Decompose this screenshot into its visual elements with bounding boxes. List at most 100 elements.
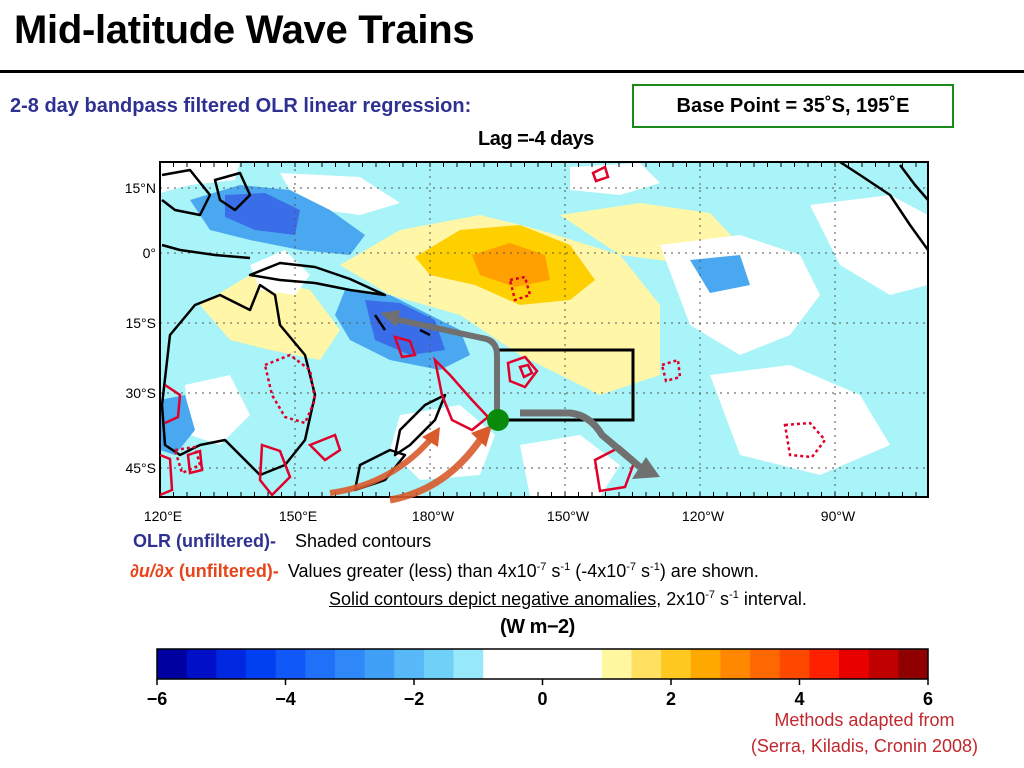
dashed-contour bbox=[173, 445, 202, 475]
colorbar-tick-label: 2 bbox=[666, 689, 676, 709]
latitude-label: 0° bbox=[143, 245, 156, 261]
colorbar-tick-label: −6 bbox=[147, 689, 168, 709]
solid-contour bbox=[164, 383, 182, 425]
colorbar-cell bbox=[839, 649, 870, 679]
coastlines bbox=[160, 160, 930, 492]
credit-line-2: (Serra, Kiladis, Cronin 2008) bbox=[750, 736, 978, 756]
vanuatu-coast bbox=[373, 314, 387, 331]
northwest-wave-arrow bbox=[389, 315, 500, 417]
solid-contour bbox=[506, 355, 539, 389]
colorbar-cell bbox=[720, 649, 751, 679]
ridge-arrowhead-east bbox=[471, 425, 492, 447]
colorbar-cell bbox=[364, 649, 395, 679]
strong-negative-region bbox=[225, 193, 300, 235]
solid-contour bbox=[432, 356, 490, 432]
northwest-arrowhead bbox=[380, 310, 400, 327]
colorbar-cell bbox=[898, 649, 929, 679]
fiji-coast bbox=[419, 328, 431, 337]
white-region bbox=[520, 435, 620, 497]
colorbar-cell bbox=[394, 649, 425, 679]
solid-contour bbox=[258, 443, 292, 497]
colorbar-cell bbox=[334, 649, 366, 679]
colorbar-cell bbox=[483, 649, 514, 679]
longitude-label: 180°W bbox=[412, 508, 455, 524]
white-region bbox=[185, 375, 250, 445]
credit-line-1: Methods adapted from bbox=[774, 710, 955, 730]
colorbar-cell bbox=[216, 649, 247, 679]
olr-desc: Shaded contours bbox=[295, 531, 432, 551]
solid-contour bbox=[393, 335, 417, 359]
white-region bbox=[390, 405, 495, 480]
australia-coast bbox=[160, 283, 317, 477]
dashed-contour bbox=[783, 421, 827, 459]
colorbar-tick-label: −4 bbox=[275, 689, 296, 709]
dudx-legend-row: ∂u/∂x (unfiltered)- Values greater (less… bbox=[130, 561, 759, 582]
subtitle: 2-8 day bandpass filtered OLR linear reg… bbox=[10, 95, 472, 117]
colorbar: −6 −4 −2 0 2 4 6 bbox=[147, 648, 933, 709]
colorbar-cell bbox=[542, 649, 573, 679]
white-region bbox=[810, 195, 928, 295]
solid-contour-underlined: Solid contours depict negative anomalies bbox=[329, 589, 657, 609]
ridge-arrowhead-west bbox=[422, 427, 440, 447]
base-point-box: Base Point = 35˚S, 195˚E bbox=[632, 84, 954, 128]
longitude-label: 120°E bbox=[144, 508, 182, 524]
colorbar-cell bbox=[423, 649, 455, 679]
longitude-label: 90°W bbox=[821, 508, 856, 524]
solid-contour bbox=[307, 433, 342, 462]
solid-contour-note: Solid contours depict negative anomalies… bbox=[329, 589, 807, 609]
colorbar-cell bbox=[512, 649, 543, 679]
olr-shading bbox=[160, 162, 928, 497]
central-america-coast bbox=[839, 160, 930, 251]
colorbar-cell bbox=[779, 649, 810, 679]
dudx-label: (unfiltered)- bbox=[178, 561, 279, 581]
base-point-marker bbox=[487, 409, 509, 431]
olr-label: OLR (unfiltered)- bbox=[133, 531, 276, 551]
lag-label: Lag =-4 days bbox=[478, 128, 594, 150]
dudx-desc: Values greater (less) than 4x10-7 s-1 (-… bbox=[287, 561, 759, 581]
new-guinea-coast bbox=[248, 261, 387, 297]
colorbar-cell bbox=[601, 649, 632, 679]
colorbar-tick-label: 0 bbox=[537, 689, 547, 709]
negative-region bbox=[690, 255, 750, 293]
dashed-contour bbox=[508, 275, 532, 302]
sulawesi-coast bbox=[213, 171, 252, 212]
southeast-arrowhead bbox=[632, 457, 660, 479]
credit: Methods adapted from (Serra, Kiladis, Cr… bbox=[751, 707, 978, 759]
colorbar-cell bbox=[750, 649, 781, 679]
colorbar-cell bbox=[245, 649, 277, 679]
positive-region bbox=[200, 275, 340, 360]
base-point-label: Base Point = 35˚S, 195˚E bbox=[676, 94, 910, 117]
dashed-contour bbox=[263, 353, 317, 425]
map-frame bbox=[159, 161, 929, 498]
colorbar-units: (W m−2) bbox=[500, 616, 575, 638]
latitude-label: 15°S bbox=[125, 315, 156, 331]
new-zealand-north-coast bbox=[393, 393, 447, 457]
colorbar-cell bbox=[453, 649, 484, 679]
central-america-coast bbox=[899, 164, 929, 201]
solid-contour bbox=[518, 363, 534, 379]
olr-legend-row: OLR (unfiltered)- Shaded contours bbox=[133, 531, 431, 552]
colorbar-cells bbox=[157, 649, 929, 679]
colorbar-cell bbox=[157, 649, 188, 679]
colorbar-tick-label: 4 bbox=[794, 689, 804, 709]
colorbar-cell bbox=[809, 649, 840, 679]
colorbar-cell bbox=[868, 649, 899, 679]
colorbar-cell bbox=[631, 649, 662, 679]
colorbar-tick-label: 6 bbox=[923, 689, 933, 709]
latitude-label: 15°N bbox=[125, 180, 156, 196]
solid-contour bbox=[591, 165, 610, 183]
dudx-symbol: ∂u/∂x bbox=[130, 561, 174, 581]
white-region bbox=[160, 162, 240, 193]
longitude-label: 120°W bbox=[682, 508, 725, 524]
colorbar-ticks: −6 −4 −2 0 2 4 6 bbox=[147, 679, 933, 709]
indonesia-islands bbox=[161, 243, 251, 260]
colorbar-cell bbox=[661, 649, 692, 679]
positive-region bbox=[472, 243, 550, 287]
southeast-wave-arrow bbox=[520, 409, 643, 470]
longitude-label: 150°E bbox=[279, 508, 317, 524]
negative-region bbox=[160, 395, 195, 455]
map-axis-labels: 15°N 0° 15°S 30°S 45°S 120°E 150°E 180°W 150°W 12… bbox=[125, 180, 856, 524]
solid-contour bbox=[159, 453, 174, 497]
ridge-arrow-west bbox=[329, 438, 433, 496]
map-gridlines bbox=[159, 161, 929, 498]
